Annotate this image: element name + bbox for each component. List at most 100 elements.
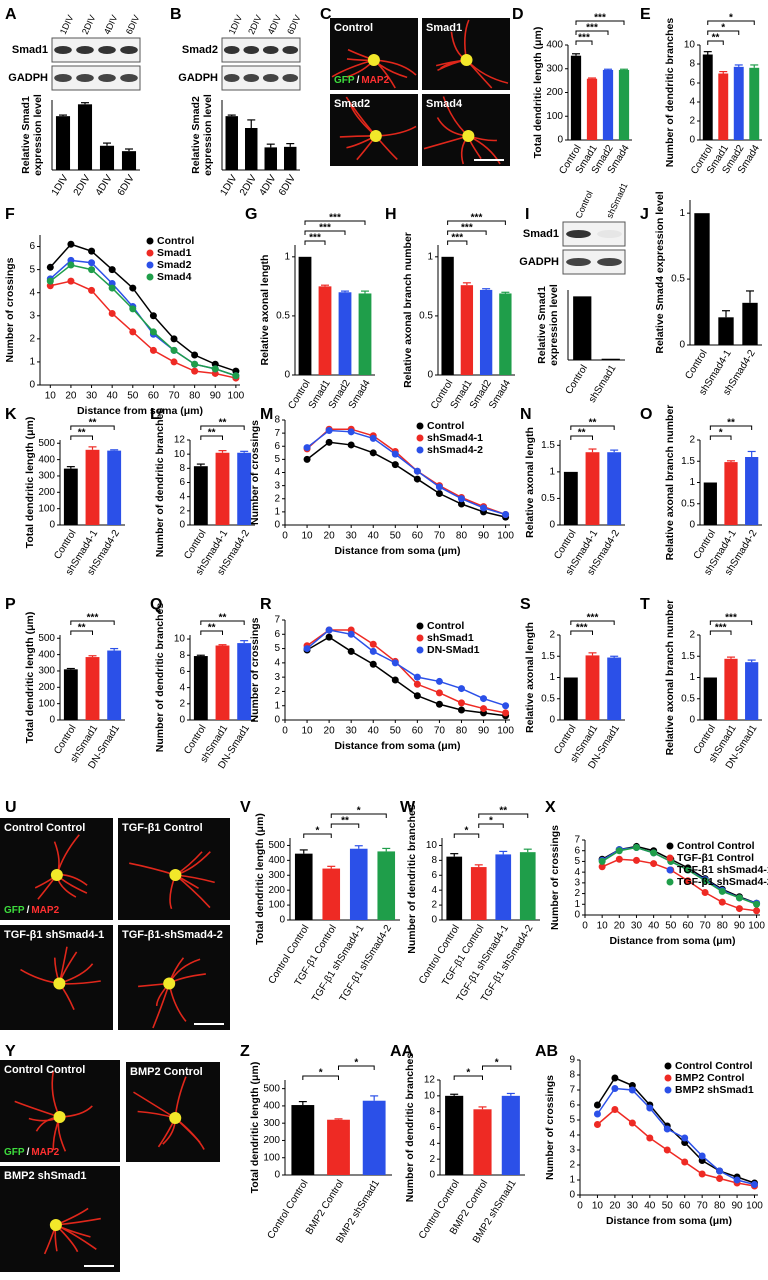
stain-part: GFP <box>4 905 25 916</box>
y-axis-label: Relative axonal length <box>524 427 536 538</box>
bar <box>519 852 536 920</box>
point <box>628 1086 636 1094</box>
point <box>611 1074 619 1082</box>
significance-label: * <box>466 1068 470 1079</box>
y-tick-label: 0 <box>574 910 580 921</box>
bar <box>237 452 252 525</box>
y-tick-label: 0 <box>49 715 55 726</box>
x-tick-label: 80 <box>714 1201 726 1212</box>
panel-letter: K <box>5 406 17 423</box>
y-axis-label: Number of dendritic branches <box>154 408 166 558</box>
x-tick-label: 60 <box>412 726 424 737</box>
significance-label: * <box>719 428 723 439</box>
significance-bracket <box>453 1075 483 1080</box>
micrograph-label: Smad1 <box>426 22 462 34</box>
legend-marker <box>666 854 674 862</box>
y-tick-label: 300 <box>546 63 563 74</box>
y-tick-label: 1 <box>689 672 695 683</box>
y-tick-label: 200 <box>38 487 55 498</box>
significance-bracket <box>200 425 245 430</box>
bar <box>733 66 744 140</box>
x-axis-label: Distance from soma (μm) <box>609 935 735 947</box>
point <box>170 346 178 354</box>
y-tick-label: 1 <box>679 208 685 219</box>
bar <box>499 293 512 375</box>
point <box>698 1170 706 1178</box>
point <box>718 898 726 906</box>
point <box>46 263 54 271</box>
y-tick-label: 6 <box>429 1122 435 1133</box>
significance-bracket <box>707 40 724 45</box>
blot-band <box>262 46 279 54</box>
point <box>303 444 311 452</box>
bar <box>745 457 759 525</box>
legend-label: Control Control <box>675 1060 753 1072</box>
y-tick-label: 7 <box>569 1085 575 1096</box>
micrograph-label: Control Control <box>4 822 85 834</box>
y-tick-label: 3 <box>569 1145 575 1156</box>
blot-lane-label: Control <box>573 189 594 220</box>
point <box>325 626 333 634</box>
point <box>67 261 75 269</box>
error-bar <box>523 848 532 853</box>
point <box>129 284 137 292</box>
legend-label: BMP2 shSmad1 <box>675 1084 754 1096</box>
y-tick-label: 300 <box>268 870 285 881</box>
bar <box>607 452 622 525</box>
significance-label: * <box>319 1068 323 1079</box>
soma <box>460 54 473 66</box>
y-tick-label: 3 <box>29 310 35 321</box>
blot-band <box>243 74 260 82</box>
y-tick-label: 8 <box>179 463 185 474</box>
significance-bracket <box>304 240 326 245</box>
series-line <box>49 259 237 377</box>
y-tick-label: 300 <box>38 666 55 677</box>
blot-lane-label: 1DIV <box>58 13 76 35</box>
x-tick-label: 60 <box>679 1201 691 1212</box>
significance-label: * <box>489 816 493 827</box>
significance-label: *** <box>725 613 737 624</box>
significance-label: ** <box>727 418 735 429</box>
y-tick-label: 2 <box>574 888 580 899</box>
bar <box>358 293 372 375</box>
y-tick-label: 0.5 <box>541 693 555 704</box>
error-bar <box>196 463 205 467</box>
y-axis-label: Relative axonal branch number <box>664 600 676 756</box>
y-tick-label: 6 <box>689 78 695 89</box>
y-tick-label: 100 <box>263 1152 280 1163</box>
y-tick-label: 1 <box>549 672 555 683</box>
y-tick-label: 1 <box>274 700 280 711</box>
significance-bracket <box>709 425 753 430</box>
y-tick-label: 4 <box>274 467 280 478</box>
bar <box>338 292 352 375</box>
series-line <box>306 629 506 714</box>
micrograph-label: Smad2 <box>334 98 370 110</box>
significance-bracket <box>570 630 593 635</box>
bar <box>245 128 258 170</box>
significance-label: ** <box>89 418 97 429</box>
bar <box>441 256 454 375</box>
y-axis-label: expression level <box>548 284 560 366</box>
error-bar <box>240 640 249 644</box>
y-tick-label: 500 <box>38 633 55 644</box>
point <box>369 640 377 648</box>
significance-bracket <box>709 620 753 625</box>
y-tick-label: 0 <box>274 1170 280 1181</box>
error-bar <box>506 1092 515 1096</box>
y-axis-label: Total dendritic length (μm) <box>254 813 266 945</box>
significance-bracket <box>447 230 487 235</box>
y-tick-label: 200 <box>546 87 563 98</box>
point <box>347 630 355 638</box>
x-tick-label: 30 <box>86 391 98 402</box>
legend-marker <box>146 261 154 269</box>
error-bar <box>450 853 459 857</box>
x-tick-label: 60 <box>682 921 694 932</box>
error-bar <box>218 450 227 453</box>
y-tick-label: 400 <box>268 855 285 866</box>
bar <box>570 55 582 140</box>
x-tick-label: TGF-β1 shSmad4-2 <box>338 923 394 1004</box>
y-tick-label: 4 <box>29 287 35 298</box>
stain-label: GFP / MAP2 <box>334 75 390 86</box>
y-tick-label: 6 <box>569 1100 575 1111</box>
bar <box>473 1109 492 1175</box>
